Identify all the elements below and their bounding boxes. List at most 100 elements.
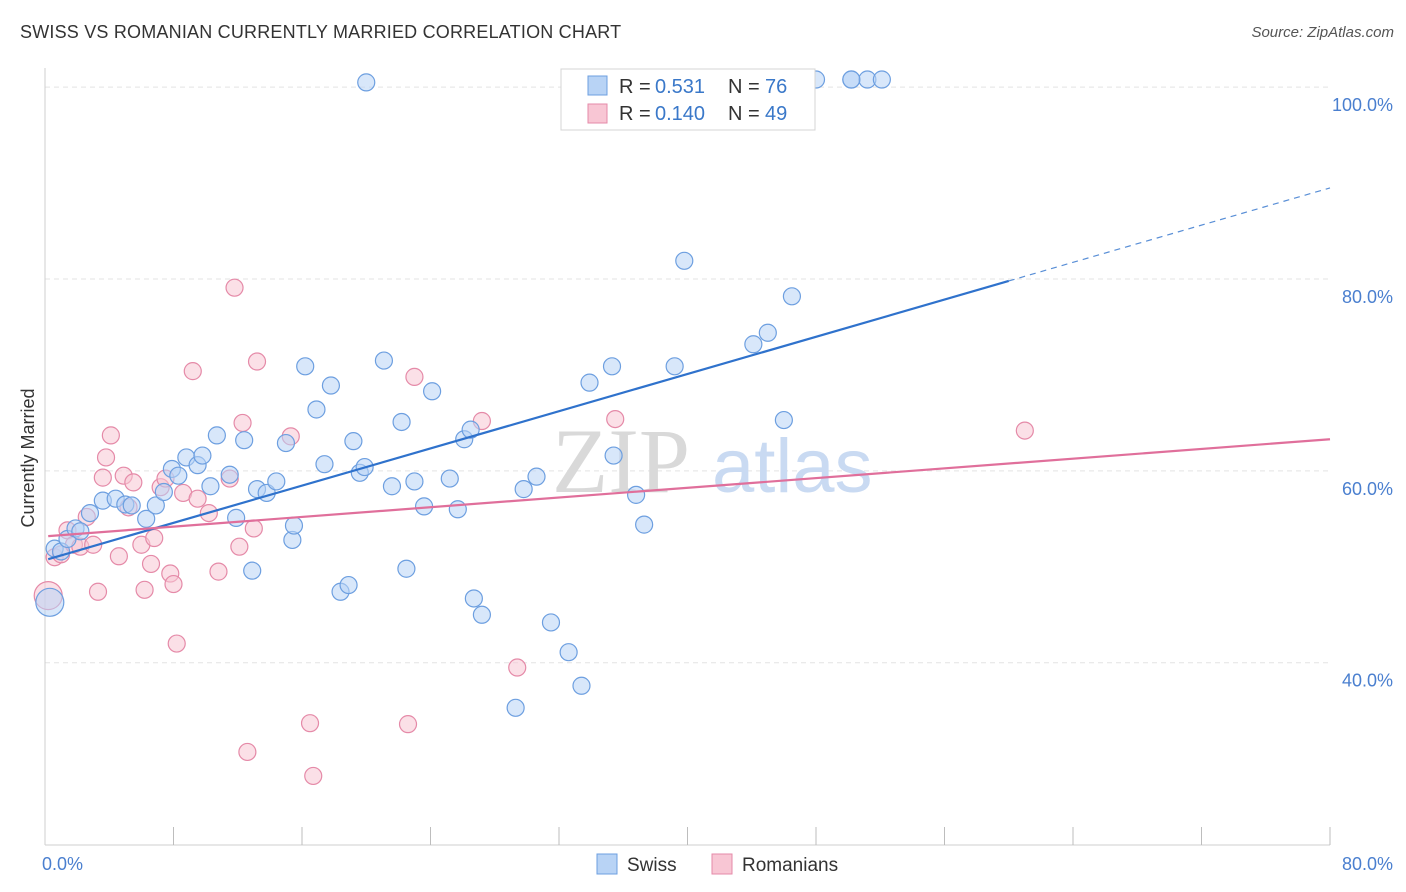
y-tick-label: 60.0% — [1342, 479, 1393, 499]
legend-n-label-romanians: N = — [728, 103, 760, 125]
romanians-point — [398, 715, 418, 734]
swiss-point — [80, 503, 100, 523]
romanians-point — [209, 562, 228, 581]
swiss-point — [344, 432, 363, 451]
romanians-point — [167, 634, 186, 653]
swiss-point — [296, 357, 315, 376]
swiss-point — [207, 426, 226, 445]
swiss-point — [472, 605, 491, 624]
swiss-point — [541, 613, 561, 632]
swiss-point — [267, 472, 286, 491]
bottom-legend-romanians: Romanians — [742, 855, 838, 876]
legend-n-label-swiss: N = — [728, 76, 760, 98]
romanians-point — [101, 426, 120, 445]
x-tick-label: 0.0% — [42, 854, 83, 874]
romanians-point — [183, 362, 202, 381]
romanians-point — [238, 742, 257, 762]
watermark-atlas: atlas — [712, 424, 873, 509]
swiss-point — [506, 698, 525, 717]
swiss-point — [321, 376, 341, 395]
source-label: Source: ZipAtlas.com — [1251, 24, 1394, 41]
swiss-point — [71, 522, 90, 541]
swiss-point — [357, 73, 376, 92]
swiss-point — [315, 455, 334, 474]
romanians-point — [304, 766, 323, 786]
swiss-point — [146, 496, 165, 515]
legend-box: R = 0.531 N = 76 R = 0.140 N = 49 — [560, 68, 816, 131]
romanians-point — [188, 489, 207, 508]
romanians-point — [164, 574, 183, 594]
romanians-point — [247, 352, 267, 371]
swiss-point — [448, 500, 467, 519]
y-axis-label: Currently Married — [18, 388, 38, 527]
swiss-point — [872, 70, 891, 89]
chart-title: SWISS VS ROMANIAN CURRENTLY MARRIED CORR… — [20, 22, 622, 42]
swiss-point — [626, 485, 646, 504]
legend-r-value-swiss: 0.531 — [655, 76, 705, 98]
swiss-point — [392, 412, 411, 432]
swiss-point — [461, 420, 480, 439]
bottom-legend-swatch-swiss — [596, 853, 618, 875]
romanians-points — [33, 278, 1034, 786]
swiss-point — [227, 508, 246, 527]
swiss-point — [339, 575, 358, 595]
watermark: ZIP atlas — [552, 410, 873, 512]
romanians-point — [405, 367, 424, 386]
legend-n-value-romanians: 49 — [765, 103, 787, 125]
romanians-point — [233, 413, 252, 433]
swiss-point — [235, 431, 254, 450]
swiss-point — [580, 373, 599, 392]
romanians-point — [244, 519, 263, 538]
swiss-point — [201, 477, 220, 496]
swiss-point — [635, 515, 654, 534]
swiss-point — [284, 516, 304, 535]
swiss-point — [122, 496, 141, 515]
bottom-legend-swiss: Swiss — [627, 855, 677, 876]
regression-lines — [47, 187, 1331, 561]
legend-swatch-romanians — [587, 103, 608, 124]
romanians-point — [96, 448, 116, 467]
swiss-point — [405, 472, 424, 491]
tick-labels: 100.0% 80.0% 60.0% 40.0% 0.0% 80.0% — [42, 95, 1393, 874]
legend-r-value-romanians: 0.140 — [655, 103, 705, 125]
swiss-point — [665, 357, 684, 376]
swiss-point — [572, 676, 591, 695]
romanians-trend-line — [48, 438, 1331, 538]
swiss-point — [220, 465, 239, 484]
y-tick-label: 100.0% — [1332, 95, 1393, 115]
bottom-legend: Swiss Romanians — [596, 853, 838, 876]
swiss-point — [440, 469, 459, 488]
swiss-point — [154, 482, 173, 502]
romanians-point — [124, 473, 143, 492]
swiss-point — [35, 587, 65, 617]
swiss-point — [169, 466, 188, 485]
swiss-point — [782, 287, 802, 306]
romanians-point — [141, 554, 161, 574]
swiss-trend-extension — [1008, 187, 1331, 282]
swiss-point — [307, 400, 326, 419]
swiss-points — [35, 70, 891, 717]
swiss-point — [464, 589, 483, 608]
romanians-point — [300, 714, 320, 733]
swiss-point — [758, 323, 777, 342]
x-tick-label: 80.0% — [1342, 854, 1393, 874]
swiss-point — [675, 251, 694, 270]
swiss-point — [423, 382, 442, 401]
legend-swatch-swiss — [587, 75, 608, 96]
swiss-point — [842, 70, 861, 89]
romanians-point — [135, 580, 154, 599]
romanians-point — [225, 278, 244, 297]
swiss-point — [744, 335, 763, 354]
romanians-point — [88, 582, 108, 601]
romanians-point — [606, 409, 625, 429]
legend-r-label-swiss: R = — [619, 76, 651, 98]
swiss-point — [243, 561, 262, 580]
swiss-point — [397, 559, 416, 578]
swiss-trend-line — [47, 279, 1010, 561]
swiss-point — [559, 643, 578, 662]
swiss-point — [774, 410, 793, 430]
romanians-point — [93, 468, 112, 487]
y-tick-label: 80.0% — [1342, 287, 1393, 307]
swiss-point — [604, 446, 623, 465]
